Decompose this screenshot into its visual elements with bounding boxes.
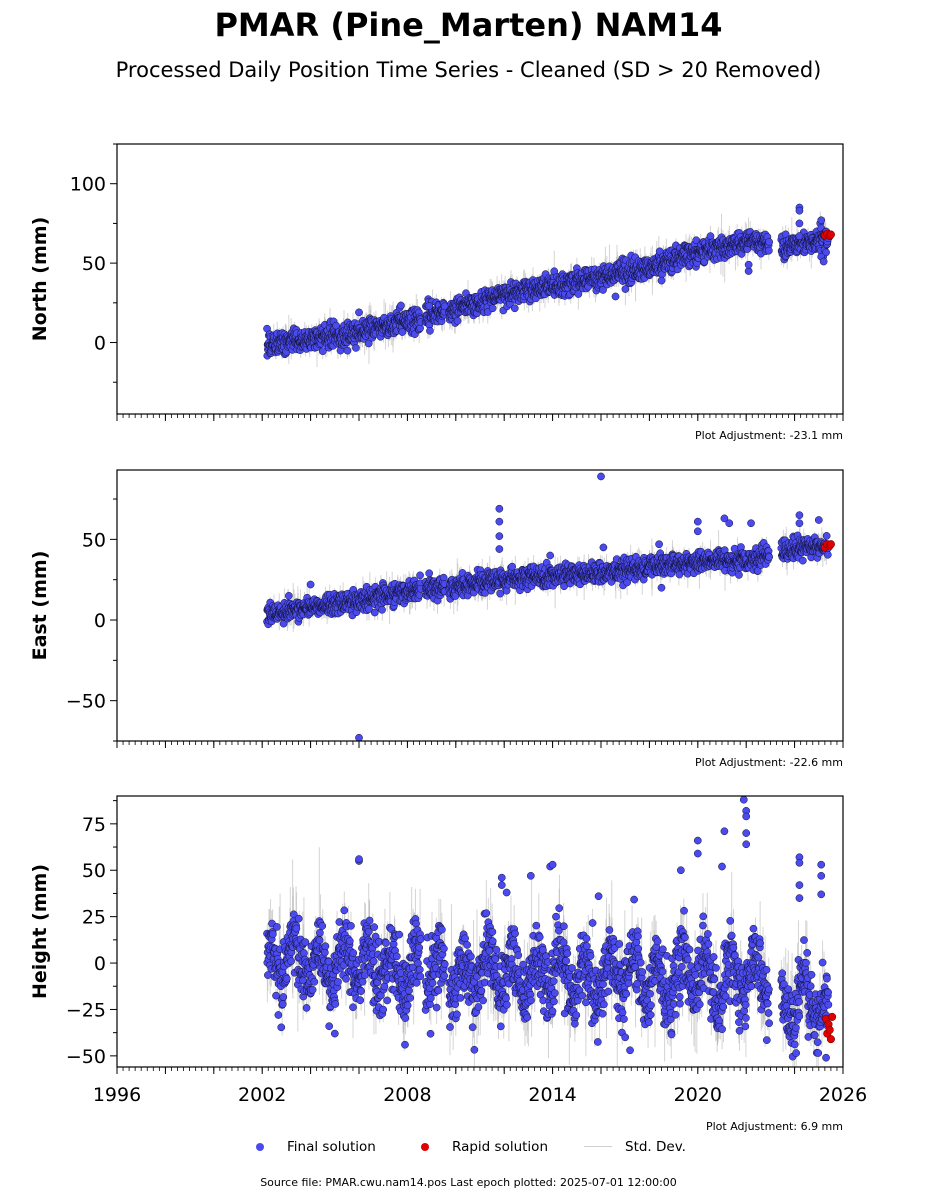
plot-area-north: [263, 203, 835, 368]
final-solution-point: [822, 248, 830, 257]
final-solution-points-north: [263, 203, 833, 360]
final-solution-point: [398, 328, 407, 336]
final-solution-point: [397, 301, 405, 310]
x-minor-ticks-north: [116, 414, 844, 418]
final-solution-point: [765, 246, 773, 255]
final-solution-point: [355, 308, 363, 317]
plot-adjustment-label: Plot Adjustment: -23.1 mm: [695, 429, 843, 442]
final-solution-point: [364, 339, 373, 348]
final-solution-point: [510, 304, 519, 313]
final-solution-point: [488, 304, 497, 313]
plot-area-east: [263, 472, 835, 741]
final-solution-point: [370, 608, 379, 617]
final-solution-point: [795, 232, 804, 240]
final-solution-point: [744, 260, 753, 269]
panel-north: 0 50 100 North (mm) Plot Adjustment: -23.1 m…: [29, 143, 844, 442]
final-solution-point: [416, 571, 424, 580]
final-solution-point: [496, 589, 505, 598]
final-solution-point: [765, 238, 773, 246]
rapid-solution-points-north: [820, 229, 835, 241]
final-solution-point: [425, 302, 434, 310]
final-solution-point: [365, 605, 373, 613]
final-solution-point: [318, 347, 327, 355]
rapid-solution-point: [826, 230, 835, 239]
final-solution-point: [426, 326, 434, 335]
final-solution-point: [508, 562, 516, 571]
final-solution-point: [819, 257, 828, 266]
final-solution-point: [343, 346, 352, 355]
y-tick-label: 0: [94, 333, 106, 355]
figure-subtitle: Processed Daily Position Time Series - C…: [115, 58, 822, 82]
panel-frame-north: [116, 143, 844, 415]
y-tick-label: 50: [82, 253, 106, 275]
final-solution-point: [795, 206, 804, 215]
final-solution-point: [611, 292, 620, 301]
final-solution-point: [574, 290, 583, 298]
figure-title: PMAR (Pine_Marten) NAM14: [214, 6, 723, 44]
final-solution-point: [817, 216, 826, 225]
final-solution-point: [599, 286, 607, 294]
final-solution-point: [378, 605, 386, 614]
final-solution-points-east: [263, 472, 833, 741]
y-ticks-north: [110, 143, 117, 383]
final-solution-point: [657, 276, 666, 285]
y-tick-label: 100: [70, 174, 106, 196]
final-solution-point: [352, 344, 360, 352]
final-solution-point: [795, 219, 804, 228]
final-solution-point: [621, 285, 630, 293]
final-solution-point: [453, 317, 462, 325]
x-major-ticks-north: [116, 414, 844, 421]
y-axis-label: North (mm): [29, 217, 51, 342]
